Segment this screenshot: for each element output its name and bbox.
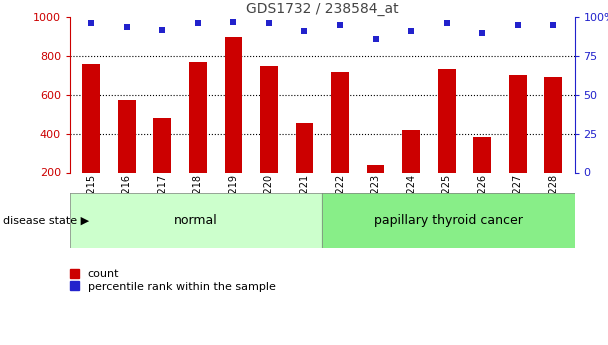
Bar <box>189 62 207 172</box>
Bar <box>544 77 562 172</box>
Text: GSM85228: GSM85228 <box>548 174 558 227</box>
Text: GSM85215: GSM85215 <box>86 174 96 227</box>
Text: GSM85225: GSM85225 <box>441 174 452 227</box>
Point <box>442 21 452 26</box>
Point <box>86 21 96 26</box>
Point <box>264 21 274 26</box>
Bar <box>224 37 242 172</box>
Bar <box>367 165 384 172</box>
Text: normal: normal <box>174 214 218 227</box>
Text: GSM85219: GSM85219 <box>229 174 238 227</box>
Text: GSM85227: GSM85227 <box>513 174 523 227</box>
Text: GSM85223: GSM85223 <box>370 174 381 227</box>
Bar <box>295 123 313 172</box>
Point <box>513 22 522 28</box>
Text: disease state ▶: disease state ▶ <box>3 216 89 226</box>
Bar <box>70 193 322 248</box>
Point <box>229 19 238 25</box>
Text: GSM85221: GSM85221 <box>300 174 309 227</box>
Point <box>371 36 381 42</box>
Text: GSM85218: GSM85218 <box>193 174 203 227</box>
Point <box>157 27 167 32</box>
Bar <box>153 118 171 172</box>
Point <box>193 21 202 26</box>
Bar <box>260 66 278 172</box>
Bar <box>509 76 527 172</box>
Point <box>406 28 416 34</box>
Point <box>477 30 487 36</box>
Point <box>548 22 558 28</box>
Text: GSM85224: GSM85224 <box>406 174 416 227</box>
Text: GSM85222: GSM85222 <box>335 174 345 227</box>
Text: GSM85217: GSM85217 <box>157 174 167 227</box>
Text: papillary thyroid cancer: papillary thyroid cancer <box>374 214 523 227</box>
Text: GSM85220: GSM85220 <box>264 174 274 227</box>
Bar <box>331 71 349 172</box>
Bar <box>118 100 136 172</box>
Text: GSM85216: GSM85216 <box>122 174 132 227</box>
Legend: count, percentile rank within the sample: count, percentile rank within the sample <box>70 269 275 292</box>
Bar <box>82 64 100 172</box>
Point <box>300 28 309 34</box>
Bar <box>322 193 575 248</box>
Point <box>122 24 132 29</box>
Title: GDS1732 / 238584_at: GDS1732 / 238584_at <box>246 2 399 16</box>
Point <box>335 22 345 28</box>
Bar <box>402 130 420 172</box>
Bar <box>438 69 455 172</box>
Text: GSM85226: GSM85226 <box>477 174 487 227</box>
Bar <box>473 137 491 172</box>
